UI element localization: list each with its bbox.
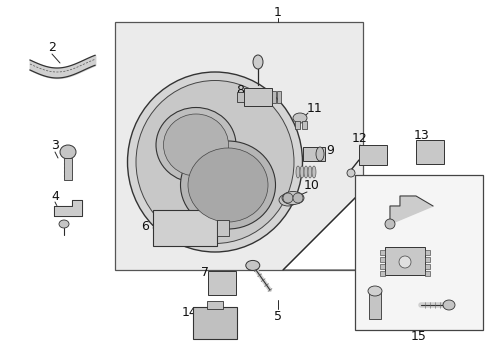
Bar <box>294 121 299 129</box>
Ellipse shape <box>292 193 303 203</box>
Ellipse shape <box>163 114 228 176</box>
Polygon shape <box>54 200 82 216</box>
Bar <box>424 264 429 269</box>
Bar <box>379 264 384 269</box>
Ellipse shape <box>252 55 263 69</box>
Ellipse shape <box>299 166 304 178</box>
Text: 11: 11 <box>306 102 322 114</box>
Text: 7: 7 <box>201 266 208 279</box>
Text: 5: 5 <box>273 310 282 323</box>
Text: 1: 1 <box>273 5 282 18</box>
Bar <box>115 22 362 270</box>
Ellipse shape <box>59 220 69 228</box>
Bar <box>237 92 244 102</box>
Bar <box>424 271 429 276</box>
Polygon shape <box>389 196 432 224</box>
Text: 10: 10 <box>304 179 319 192</box>
Bar <box>244 88 271 106</box>
Ellipse shape <box>60 145 76 159</box>
Ellipse shape <box>346 169 354 177</box>
Ellipse shape <box>307 166 311 178</box>
Text: 12: 12 <box>351 131 367 144</box>
Ellipse shape <box>283 193 292 203</box>
Ellipse shape <box>282 192 304 204</box>
Bar <box>207 271 236 295</box>
Ellipse shape <box>245 260 259 270</box>
Bar <box>354 175 482 330</box>
Bar <box>302 121 306 129</box>
Bar <box>424 257 429 262</box>
Bar <box>271 91 275 103</box>
Bar <box>358 145 386 165</box>
Bar <box>424 250 429 255</box>
Bar <box>379 271 384 276</box>
Bar <box>153 210 217 246</box>
Text: 9: 9 <box>325 144 333 157</box>
Ellipse shape <box>315 147 324 161</box>
Polygon shape <box>283 190 362 270</box>
Ellipse shape <box>156 108 236 183</box>
Bar <box>193 307 237 339</box>
Ellipse shape <box>304 166 307 178</box>
Text: 6: 6 <box>141 220 149 233</box>
Ellipse shape <box>292 113 306 123</box>
Text: 14: 14 <box>182 306 198 319</box>
Bar <box>384 247 424 275</box>
Text: 2: 2 <box>48 41 56 54</box>
Bar <box>64 158 72 180</box>
Ellipse shape <box>279 194 296 206</box>
Ellipse shape <box>442 300 454 310</box>
Ellipse shape <box>180 141 275 229</box>
Ellipse shape <box>367 286 381 296</box>
Text: 4: 4 <box>51 189 59 202</box>
Ellipse shape <box>384 219 394 229</box>
Bar <box>276 91 281 103</box>
Text: 13: 13 <box>413 129 429 141</box>
Bar <box>217 220 228 236</box>
Bar <box>379 250 384 255</box>
Ellipse shape <box>295 166 299 178</box>
Text: 3: 3 <box>51 139 59 152</box>
Bar <box>368 291 380 319</box>
Bar <box>303 147 325 161</box>
Bar <box>206 301 223 309</box>
Ellipse shape <box>187 148 267 222</box>
Text: 8: 8 <box>236 84 244 96</box>
Ellipse shape <box>311 166 315 178</box>
Ellipse shape <box>136 81 293 243</box>
Ellipse shape <box>398 256 410 268</box>
Bar <box>379 257 384 262</box>
Text: 15: 15 <box>410 330 426 343</box>
Bar <box>415 140 443 164</box>
Ellipse shape <box>127 72 302 252</box>
